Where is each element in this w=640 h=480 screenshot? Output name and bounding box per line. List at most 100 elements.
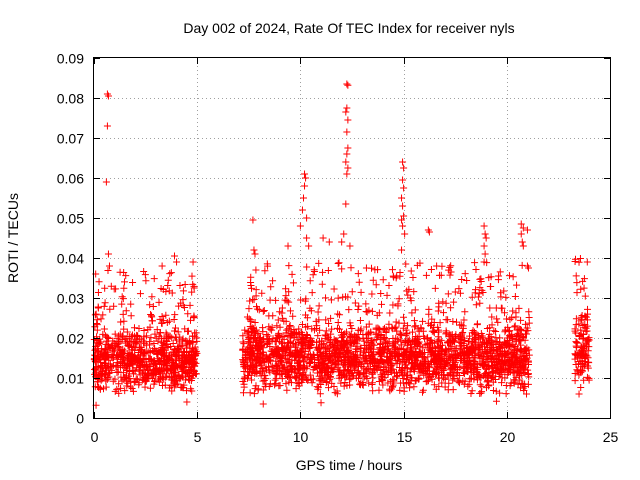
data-point <box>453 318 461 326</box>
data-point <box>125 351 133 359</box>
data-point <box>386 348 394 356</box>
x-tick-labels: 0 5 10 15 20 25 <box>91 429 619 445</box>
data-point <box>273 322 281 330</box>
data-point <box>127 357 135 365</box>
data-point <box>296 222 304 230</box>
data-point <box>249 216 257 224</box>
data-point <box>325 319 333 327</box>
data-point <box>399 379 407 387</box>
data-point <box>189 332 197 340</box>
data-point <box>343 104 351 112</box>
data-point <box>142 277 150 285</box>
data-point <box>304 376 312 384</box>
data-point <box>171 311 179 319</box>
data-point <box>290 365 298 373</box>
data-point <box>411 323 419 331</box>
data-point <box>447 364 455 372</box>
data-point <box>472 286 480 294</box>
data-point <box>116 268 124 276</box>
data-point <box>286 374 294 382</box>
data-point <box>513 281 521 289</box>
data-point <box>282 380 290 388</box>
data-point <box>327 296 335 304</box>
data-point <box>573 279 581 287</box>
y-tick-label: 0.08 <box>57 91 84 107</box>
data-point <box>124 341 132 349</box>
data-point <box>410 288 418 296</box>
data-point <box>497 293 505 301</box>
data-point <box>123 335 131 343</box>
data-point <box>110 339 118 347</box>
data-point <box>410 358 418 366</box>
data-point <box>502 390 510 398</box>
data-point <box>505 327 513 335</box>
data-point <box>149 317 157 325</box>
data-point <box>271 376 279 384</box>
data-point <box>492 397 500 405</box>
data-point <box>456 289 464 297</box>
data-point <box>124 360 132 368</box>
data-point <box>338 337 346 345</box>
data-point <box>167 269 175 277</box>
data-point <box>292 340 300 348</box>
data-point <box>117 318 125 326</box>
data-point <box>239 389 247 397</box>
data-point <box>446 263 454 271</box>
data-point <box>437 341 445 349</box>
data-point <box>91 311 99 319</box>
data-point <box>389 325 397 333</box>
data-point <box>189 348 197 356</box>
data-point <box>299 353 307 361</box>
data-point <box>94 341 102 349</box>
data-point <box>354 326 362 334</box>
data-point <box>334 294 342 302</box>
data-point <box>319 268 327 276</box>
data-point <box>127 300 135 308</box>
data-point <box>575 390 583 398</box>
data-point <box>102 377 110 385</box>
data-point <box>581 292 589 300</box>
data-point <box>123 328 131 336</box>
x-tick-label: 0 <box>91 429 99 445</box>
data-point <box>239 332 247 340</box>
data-point <box>505 360 513 368</box>
data-point <box>314 332 322 340</box>
data-point <box>302 174 310 182</box>
data-point <box>327 314 335 322</box>
data-point <box>417 324 425 332</box>
data-point <box>468 293 476 301</box>
data-point <box>482 234 490 242</box>
data-point <box>307 354 315 362</box>
data-point <box>442 327 450 335</box>
data-point <box>446 355 454 363</box>
data-point <box>482 340 490 348</box>
data-point <box>521 380 529 388</box>
data-point <box>347 330 355 338</box>
data-point <box>350 357 358 365</box>
data-point <box>478 382 486 390</box>
data-point <box>512 373 520 381</box>
data-point <box>271 381 279 389</box>
data-point <box>517 316 525 324</box>
data-point <box>302 295 310 303</box>
data-point <box>508 314 516 322</box>
data-point <box>95 278 103 286</box>
data-point <box>444 316 452 324</box>
data-point <box>179 296 187 304</box>
data-point <box>435 299 443 307</box>
data-point <box>365 320 373 328</box>
data-point <box>354 270 362 278</box>
data-point <box>274 332 282 340</box>
data-point <box>513 361 521 369</box>
data-point <box>239 346 247 354</box>
data-point <box>523 390 531 398</box>
data-point <box>144 371 152 379</box>
data-point <box>343 80 351 88</box>
data-point <box>281 296 289 304</box>
data-point <box>523 324 531 332</box>
data-point <box>385 282 393 290</box>
data-point <box>282 285 290 293</box>
data-point <box>397 336 405 344</box>
data-point <box>502 364 510 372</box>
data-point <box>345 306 353 314</box>
